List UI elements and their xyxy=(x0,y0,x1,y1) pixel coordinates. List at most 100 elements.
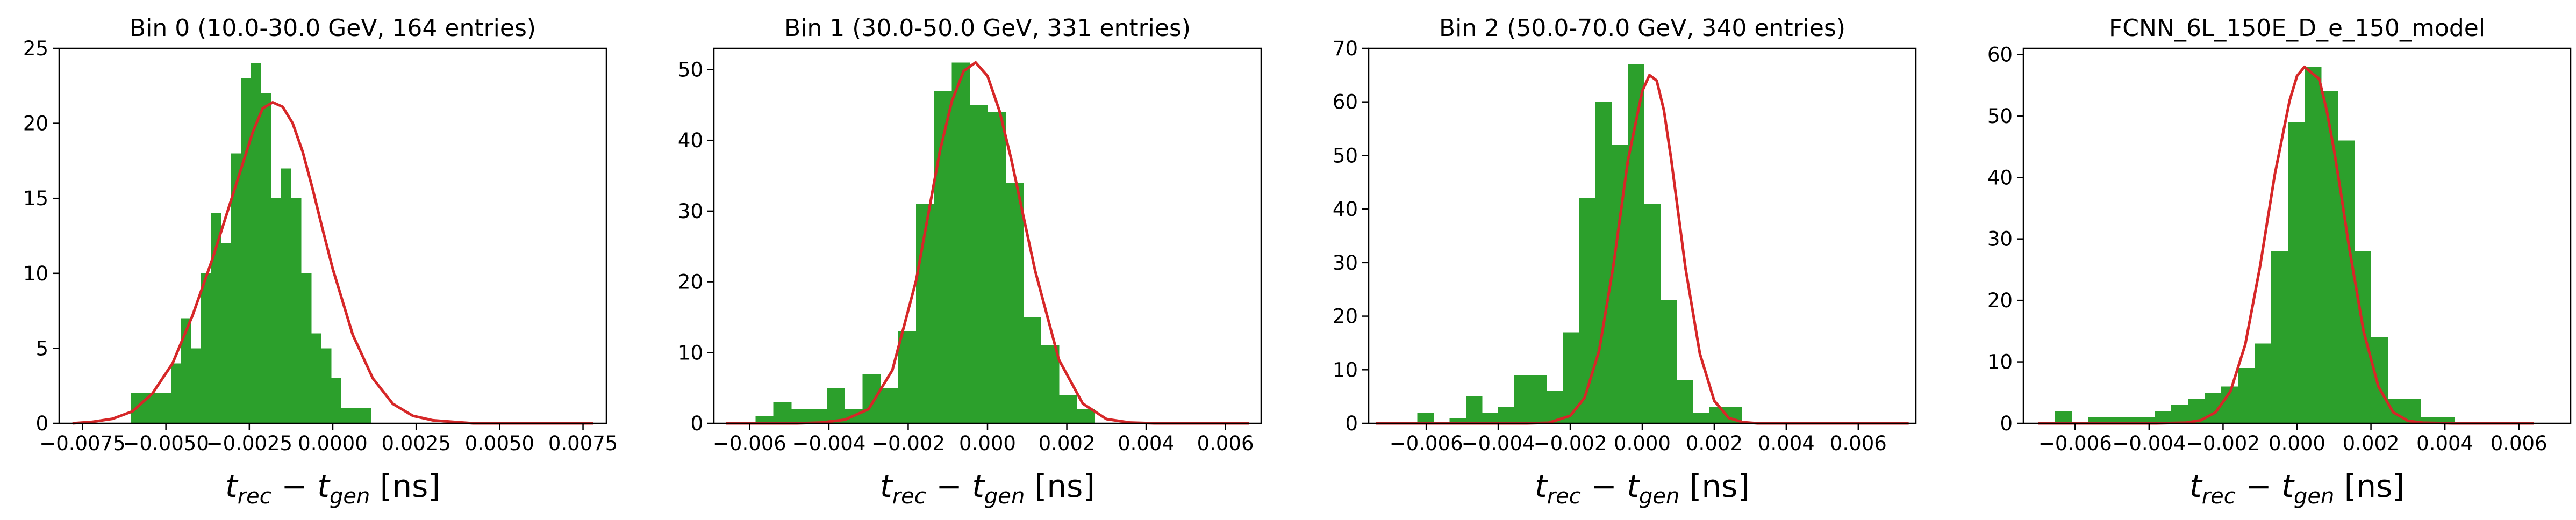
x-label-unit: [ns] xyxy=(1679,468,1750,504)
histogram-bar xyxy=(988,112,1006,423)
panel-title: Bin 2 (50.0-70.0 GeV, 340 entries) xyxy=(1439,15,1845,42)
x-tick-label: 0.000 xyxy=(959,432,1016,455)
histogram-bar xyxy=(271,198,282,423)
y-tick-label: 40 xyxy=(678,129,703,152)
histogram-bar xyxy=(2055,411,2072,423)
x-label-sub2: gen xyxy=(330,484,370,509)
x-tick-label: −0.0075 xyxy=(39,432,125,455)
x-tick-label: −0.004 xyxy=(2112,432,2186,455)
y-tick-label: 20 xyxy=(1987,289,2013,312)
histogram-panel-bin-2: Bin 2 (50.0-70.0 GeV, 340 entries) −0.00… xyxy=(1333,15,1917,509)
panel-title: Bin 1 (30.0-50.0 GeV, 331 entries) xyxy=(784,15,1191,42)
histogram-panel-model: FCNN_6L_150E_D_e_150_model −0.006 −0.004−… xyxy=(1987,15,2572,509)
x-label-sub1: rec xyxy=(1547,484,1581,509)
x-tick-label: 0.0025 xyxy=(381,432,450,455)
histogram-panel-bin-0: Bin 0 (10.0-30.0 GeV, 164 entries) −0.00… xyxy=(23,15,618,509)
histogram-bar xyxy=(1498,407,1515,423)
histogram-bar xyxy=(827,388,846,423)
y-tick-label: 60 xyxy=(1333,91,1358,114)
y-tick-label: 40 xyxy=(1987,166,2013,189)
histogram-bar xyxy=(191,348,202,423)
x-label-unit: [ns] xyxy=(1025,468,1095,504)
histogram-bar xyxy=(2387,399,2405,423)
histogram-bar xyxy=(251,63,262,424)
histogram-bar xyxy=(331,378,342,423)
x-tick-label: −0.0025 xyxy=(206,432,292,455)
histogram-bar xyxy=(1465,396,1483,423)
histogram-bar xyxy=(1644,204,1661,423)
x-tick-label: 0.002 xyxy=(1039,432,1096,455)
histogram-bar xyxy=(862,373,881,423)
y-tick-label: 50 xyxy=(678,59,703,82)
y-tick-label: 0 xyxy=(690,412,703,435)
x-axis-label: trec − tgen [ns] xyxy=(2189,468,2405,509)
y-tick-label: 5 xyxy=(35,337,48,360)
histogram-bar xyxy=(1417,413,1434,423)
x-tick-label: −0.004 xyxy=(1462,432,1535,455)
histogram-bar xyxy=(151,393,171,423)
histogram-bar xyxy=(241,78,252,424)
x-label-t2: t xyxy=(317,468,331,504)
histogram-bar xyxy=(1514,375,1531,423)
x-label-unit: [ns] xyxy=(370,468,440,504)
histogram-bar xyxy=(2421,417,2438,423)
histogram-panel-bin-1: Bin 1 (30.0-50.0 GeV, 331 entries) −0.00… xyxy=(678,15,1262,509)
y-tick-label: 30 xyxy=(1987,228,2013,251)
plot-area xyxy=(1376,64,1909,425)
histogram-bar xyxy=(231,153,241,423)
x-tick-label: 0.002 xyxy=(2343,432,2400,455)
y-tick-label: 10 xyxy=(23,262,48,285)
x-tick-label: −0.0050 xyxy=(123,432,209,455)
histogram-bar xyxy=(1058,395,1077,423)
histogram-bar xyxy=(1449,418,1466,423)
histogram-bar xyxy=(2271,251,2288,423)
histogram-bar xyxy=(2088,417,2105,423)
x-label-operator: − xyxy=(1581,468,1627,504)
x-label-sub2: gen xyxy=(984,484,1025,509)
x-axis-ticks: −0.006 −0.004 −0.002 0.000 0.002 0.004 0.006 xyxy=(713,423,1254,455)
x-tick-label: −0.004 xyxy=(792,432,865,455)
panel-title: FCNN_6L_150E_D_e_150_model xyxy=(2109,15,2485,42)
histogram-bar xyxy=(2105,417,2122,423)
plot-area xyxy=(726,61,1249,425)
x-label-operator: − xyxy=(271,468,317,504)
y-tick-label: 15 xyxy=(23,187,48,210)
histogram-bar xyxy=(321,348,332,423)
x-label-t1: t xyxy=(880,468,893,504)
x-tick-label: −0.002 xyxy=(2186,432,2260,455)
y-tick-label: 10 xyxy=(1987,351,2013,374)
x-tick-label: 0.0000 xyxy=(298,432,367,455)
x-label-t1: t xyxy=(1535,468,1548,504)
x-label-t1: t xyxy=(2189,468,2203,504)
histogram-bar xyxy=(201,273,212,423)
histogram-bar xyxy=(2155,411,2172,423)
histogram-bar xyxy=(916,204,935,423)
y-axis-ticks: 0 10 20 30 40 50 60 70 xyxy=(1333,37,1369,435)
histogram-bar xyxy=(880,388,899,423)
x-axis-label: trec − tgen [ns] xyxy=(1535,468,1750,509)
histogram-bar xyxy=(1530,375,1548,423)
histogram-bar xyxy=(1076,409,1095,423)
y-tick-label: 30 xyxy=(1333,251,1358,275)
x-tick-label: 0.006 xyxy=(2491,432,2548,455)
x-tick-label: 0.004 xyxy=(1118,432,1175,455)
x-label-t2: t xyxy=(972,468,985,504)
histogram-bar xyxy=(281,168,292,423)
x-tick-label: −0.006 xyxy=(2038,432,2112,455)
histogram-bar xyxy=(2138,417,2155,423)
histogram-bar xyxy=(1005,183,1024,423)
x-label-t2: t xyxy=(2281,468,2295,504)
x-tick-label: −0.006 xyxy=(713,432,786,455)
histogram-bar xyxy=(2287,122,2305,423)
x-axis-ticks: −0.0075−0.0050−0.0025 0.0000 0.0025 0.0050 0… xyxy=(39,423,618,455)
y-tick-label: 0 xyxy=(1345,412,1358,435)
x-tick-label: 0.006 xyxy=(1197,432,1254,455)
panel-title: Bin 0 (10.0-30.0 GeV, 164 entries) xyxy=(130,15,536,42)
y-axis-ticks: 0 10 20 30 40 50 60 xyxy=(1987,43,2023,435)
y-tick-label: 70 xyxy=(1333,37,1358,60)
histogram-bar xyxy=(1595,102,1612,423)
x-label-sub2: gen xyxy=(1639,484,1679,509)
y-axis-ticks: 0 10 20 30 40 50 xyxy=(678,59,714,435)
y-tick-label: 20 xyxy=(23,112,48,135)
